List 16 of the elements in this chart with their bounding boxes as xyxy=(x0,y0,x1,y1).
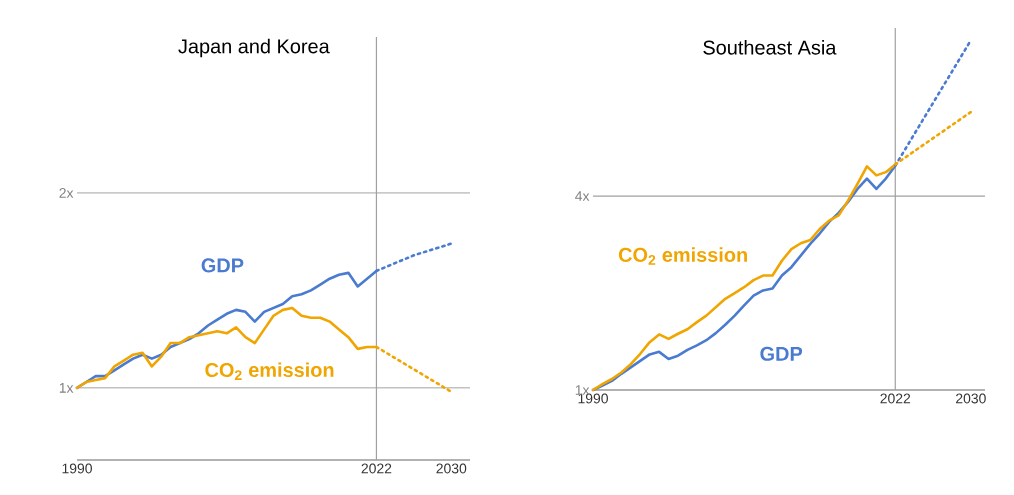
y-tick-label: 4x xyxy=(575,191,590,201)
series-label: CO$_{2}$ emission xyxy=(205,362,334,380)
x-tick-label: 2022 xyxy=(880,393,911,404)
x-tick-label: 1990 xyxy=(578,393,608,404)
x-tick-label: 2030 xyxy=(436,463,467,474)
y-tick-label: 1x xyxy=(59,383,74,393)
text: GDP xyxy=(760,346,803,361)
x-tick-label: 2022 xyxy=(361,463,392,474)
x-tick-label: 2030 xyxy=(956,393,986,404)
y-tick-label: 2x xyxy=(59,188,74,198)
series-label: CO$_{2}$ emission xyxy=(618,247,747,265)
y-tick-label: 1x xyxy=(575,385,590,395)
chart-title: Japan and Korea xyxy=(178,38,330,58)
series-label: GDP xyxy=(201,258,244,273)
chart-title: Southeast Asia xyxy=(703,40,837,55)
x-tick-label: 1990 xyxy=(62,463,92,474)
